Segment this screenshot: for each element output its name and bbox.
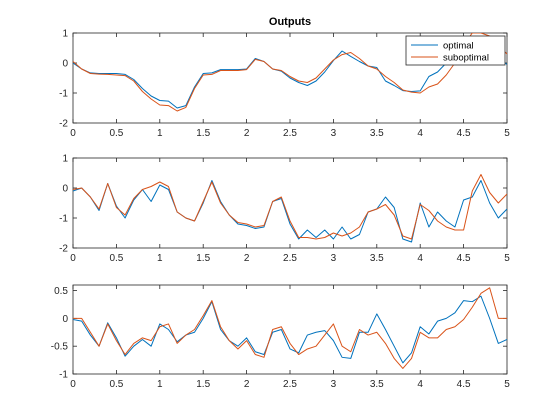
- y-tick-label: 1: [62, 29, 68, 40]
- x-tick-label: 1: [157, 253, 163, 264]
- y-tick-label: -2: [59, 119, 68, 130]
- subplot-panels: 0 0.5 1 1.5 2 2.5 3 3.5 4 4.5 5-2-101Outputsoptima…: [51, 16, 510, 390]
- legend-box: [405, 35, 506, 66]
- series-line-suboptimal: [73, 33, 507, 112]
- x-tick-label: 4.5: [457, 379, 471, 390]
- x-tick-label: 4.5: [457, 128, 471, 139]
- legend-label-suboptimal: suboptimal: [443, 52, 489, 63]
- y-tick-label: -2: [59, 244, 68, 255]
- x-tick-label: 5: [504, 128, 510, 139]
- x-tick-label: 5: [504, 379, 510, 390]
- x-tick-label: 3: [331, 379, 337, 390]
- x-tick-label: 3.5: [370, 128, 384, 139]
- y-tick-label: 0: [62, 314, 68, 325]
- x-tick-label: 0.5: [109, 253, 123, 264]
- plot-area: [72, 284, 508, 375]
- plot-area: [72, 157, 508, 249]
- x-tick-label: 3: [331, 253, 337, 264]
- series-line-suboptimal: [73, 174, 507, 240]
- x-tick-label: 3: [331, 128, 337, 139]
- y-tick-label: -0.5: [51, 342, 69, 353]
- x-tick-label: 0: [70, 253, 76, 264]
- x-tick-label: 0: [70, 379, 76, 390]
- subplot-3: 0 0.5 1 1.5 2 2.5 3 3.5 4 4.5 5 -1 -0.5 0 0.5: [51, 284, 510, 390]
- x-tick-label: 2.5: [283, 128, 297, 139]
- legend-label-optimal: optimal: [443, 40, 474, 51]
- x-tick-label: 3.5: [370, 379, 384, 390]
- y-tick-label: 0: [62, 184, 68, 195]
- y-tick-label: -1: [59, 214, 68, 225]
- x-tick-label: 4: [417, 379, 423, 390]
- x-tick-label: 1: [157, 128, 163, 139]
- series-line-optimal: [73, 37, 507, 109]
- y-tick-label: 0.5: [54, 286, 68, 297]
- chart-title: Outputs: [269, 16, 311, 28]
- subplot-1: 0 0.5 1 1.5 2 2.5 3 3.5 4 4.5 5 -2 -1 0 1 Outputs optima…: [59, 16, 510, 139]
- x-tick-label: 1.5: [196, 379, 210, 390]
- x-tick-label: 0.5: [109, 379, 123, 390]
- x-tick-label: 4: [417, 253, 423, 264]
- x-tick-label: 1: [157, 379, 163, 390]
- x-tick-label: 1.5: [196, 253, 210, 264]
- x-tick-label: 0.5: [109, 128, 123, 139]
- x-tick-label: 4.5: [457, 253, 471, 264]
- subplot-2: 0 0.5 1 1.5 2 2.5 3 3.5 4 4.5 5 -2 -1 0 1: [59, 154, 510, 265]
- x-tick-label: 2: [244, 128, 250, 139]
- series-line-optimal: [73, 295, 507, 364]
- y-tick-label: 0: [62, 59, 68, 70]
- x-tick-label: 1.5: [196, 128, 210, 139]
- x-tick-label: 5: [504, 253, 510, 264]
- x-tick-label: 0: [70, 128, 76, 139]
- x-tick-label: 4: [417, 128, 423, 139]
- y-tick-label: -1: [59, 89, 68, 100]
- x-tick-label: 2.5: [283, 379, 297, 390]
- series-line-suboptimal: [73, 287, 507, 369]
- x-tick-label: 2: [244, 253, 250, 264]
- y-tick-label: -1: [59, 370, 68, 381]
- x-tick-label: 2: [244, 379, 250, 390]
- x-tick-label: 2.5: [283, 253, 297, 264]
- x-tick-label: 3.5: [370, 253, 384, 264]
- y-tick-label: 1: [62, 154, 68, 165]
